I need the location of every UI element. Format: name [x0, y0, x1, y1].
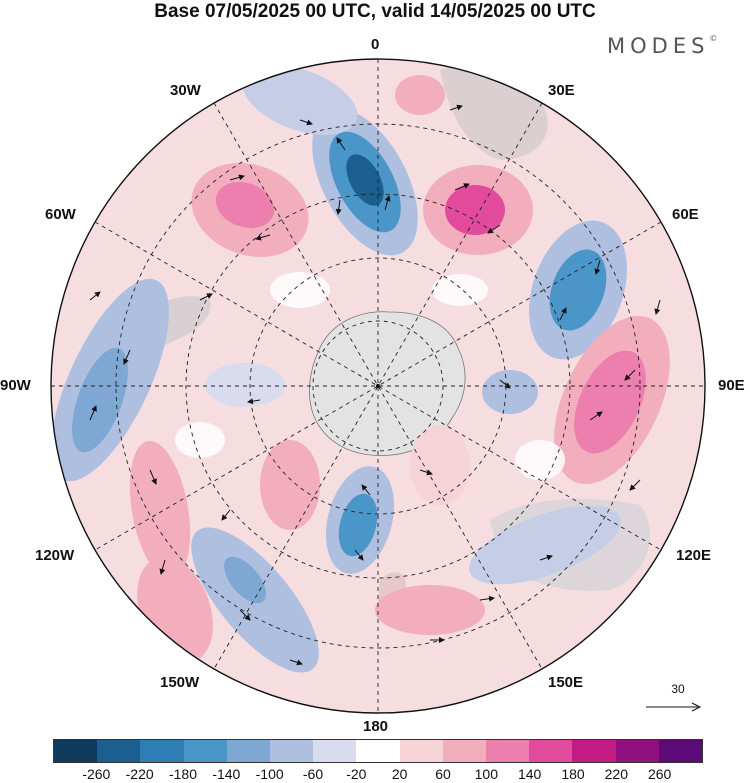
anomaly-low [469, 505, 621, 585]
pole-marker [376, 384, 380, 388]
colorbar-tick-label: 220 [604, 766, 629, 782]
colorbar-tick-label: -220 [125, 766, 154, 782]
colorbar [53, 739, 703, 763]
colorbar-tick-label: -60 [302, 766, 324, 782]
lon-label-60e: 60E [672, 206, 699, 223]
anomaly-high [395, 75, 445, 115]
modes-logo: MODES© [607, 34, 717, 58]
colorbar-segment [529, 740, 573, 762]
antarctica-land [309, 311, 466, 456]
lon-label-150w: 150W [160, 674, 200, 691]
anomaly-field [51, 59, 705, 713]
colorbar-segment [615, 740, 659, 762]
colorbar-segment [572, 740, 616, 762]
wind-vectors [89, 104, 661, 666]
map-title: Base 07/05/2025 00 UTC, valid 14/05/2025… [154, 1, 596, 22]
colorbar-ticks: -260 -220 -180 -140 -100 -60 -20 20 60 100 140 180 2… [53, 766, 703, 783]
lon-label-90w: 90W [0, 377, 31, 394]
colorbar-segment [313, 740, 357, 762]
colorbar-segment [140, 740, 184, 762]
colorbar-tick-label: 260 [647, 766, 672, 782]
anomaly-high [375, 585, 485, 635]
reference-vector-value: 30 [671, 682, 685, 696]
colorbar-segment [270, 740, 314, 762]
anomaly-low [242, 65, 358, 135]
colorbar-tick-label: 180 [561, 766, 585, 782]
colorbar-segment [658, 740, 703, 762]
colorbar-tick-label: -140 [212, 766, 241, 782]
graticule [51, 59, 705, 713]
map-boundary [50, 58, 706, 714]
colorbar-tick-label: 140 [517, 766, 542, 782]
colorbar-tick-label: 20 [391, 766, 408, 782]
lon-label-150e: 150E [548, 674, 584, 691]
colorbar-tick-label: 60 [435, 766, 451, 782]
lon-label-60w: 60W [45, 206, 76, 223]
lon-label-120e: 120E [676, 547, 712, 564]
anomaly-high [410, 425, 470, 505]
colorbar-tick-label: -260 [82, 766, 111, 782]
lon-label-180: 180 [363, 718, 389, 735]
colorbar-segment [183, 740, 227, 762]
colorbar-segment [97, 740, 141, 762]
lon-label-30e: 30E [548, 82, 575, 99]
colorbar-tick-label: 100 [474, 766, 499, 782]
anomaly-low [205, 363, 285, 407]
anomaly-high [129, 440, 191, 580]
brand-text: MODES [607, 34, 710, 58]
anomaly-low [482, 370, 538, 414]
reference-vector-arrow [646, 702, 702, 712]
colorbar-segment [486, 740, 530, 762]
colorbar-segment [226, 740, 271, 762]
colorbar-tick-label: -100 [255, 766, 284, 782]
lon-label-0: 0 [371, 36, 380, 53]
colorbar-segment [54, 740, 98, 762]
brand-mark: © [709, 34, 718, 43]
lon-label-90e: 90E [718, 377, 745, 394]
colorbar-tick-label: -20 [346, 766, 367, 782]
colorbar-tick-label: -180 [168, 766, 198, 782]
colorbar-segment [356, 740, 400, 762]
polar-map [50, 58, 706, 714]
colorbar-segment [442, 740, 487, 762]
lon-label-120w: 120W [35, 547, 75, 564]
lon-label-30w: 30W [170, 82, 201, 99]
colorbar-segment [399, 740, 443, 762]
